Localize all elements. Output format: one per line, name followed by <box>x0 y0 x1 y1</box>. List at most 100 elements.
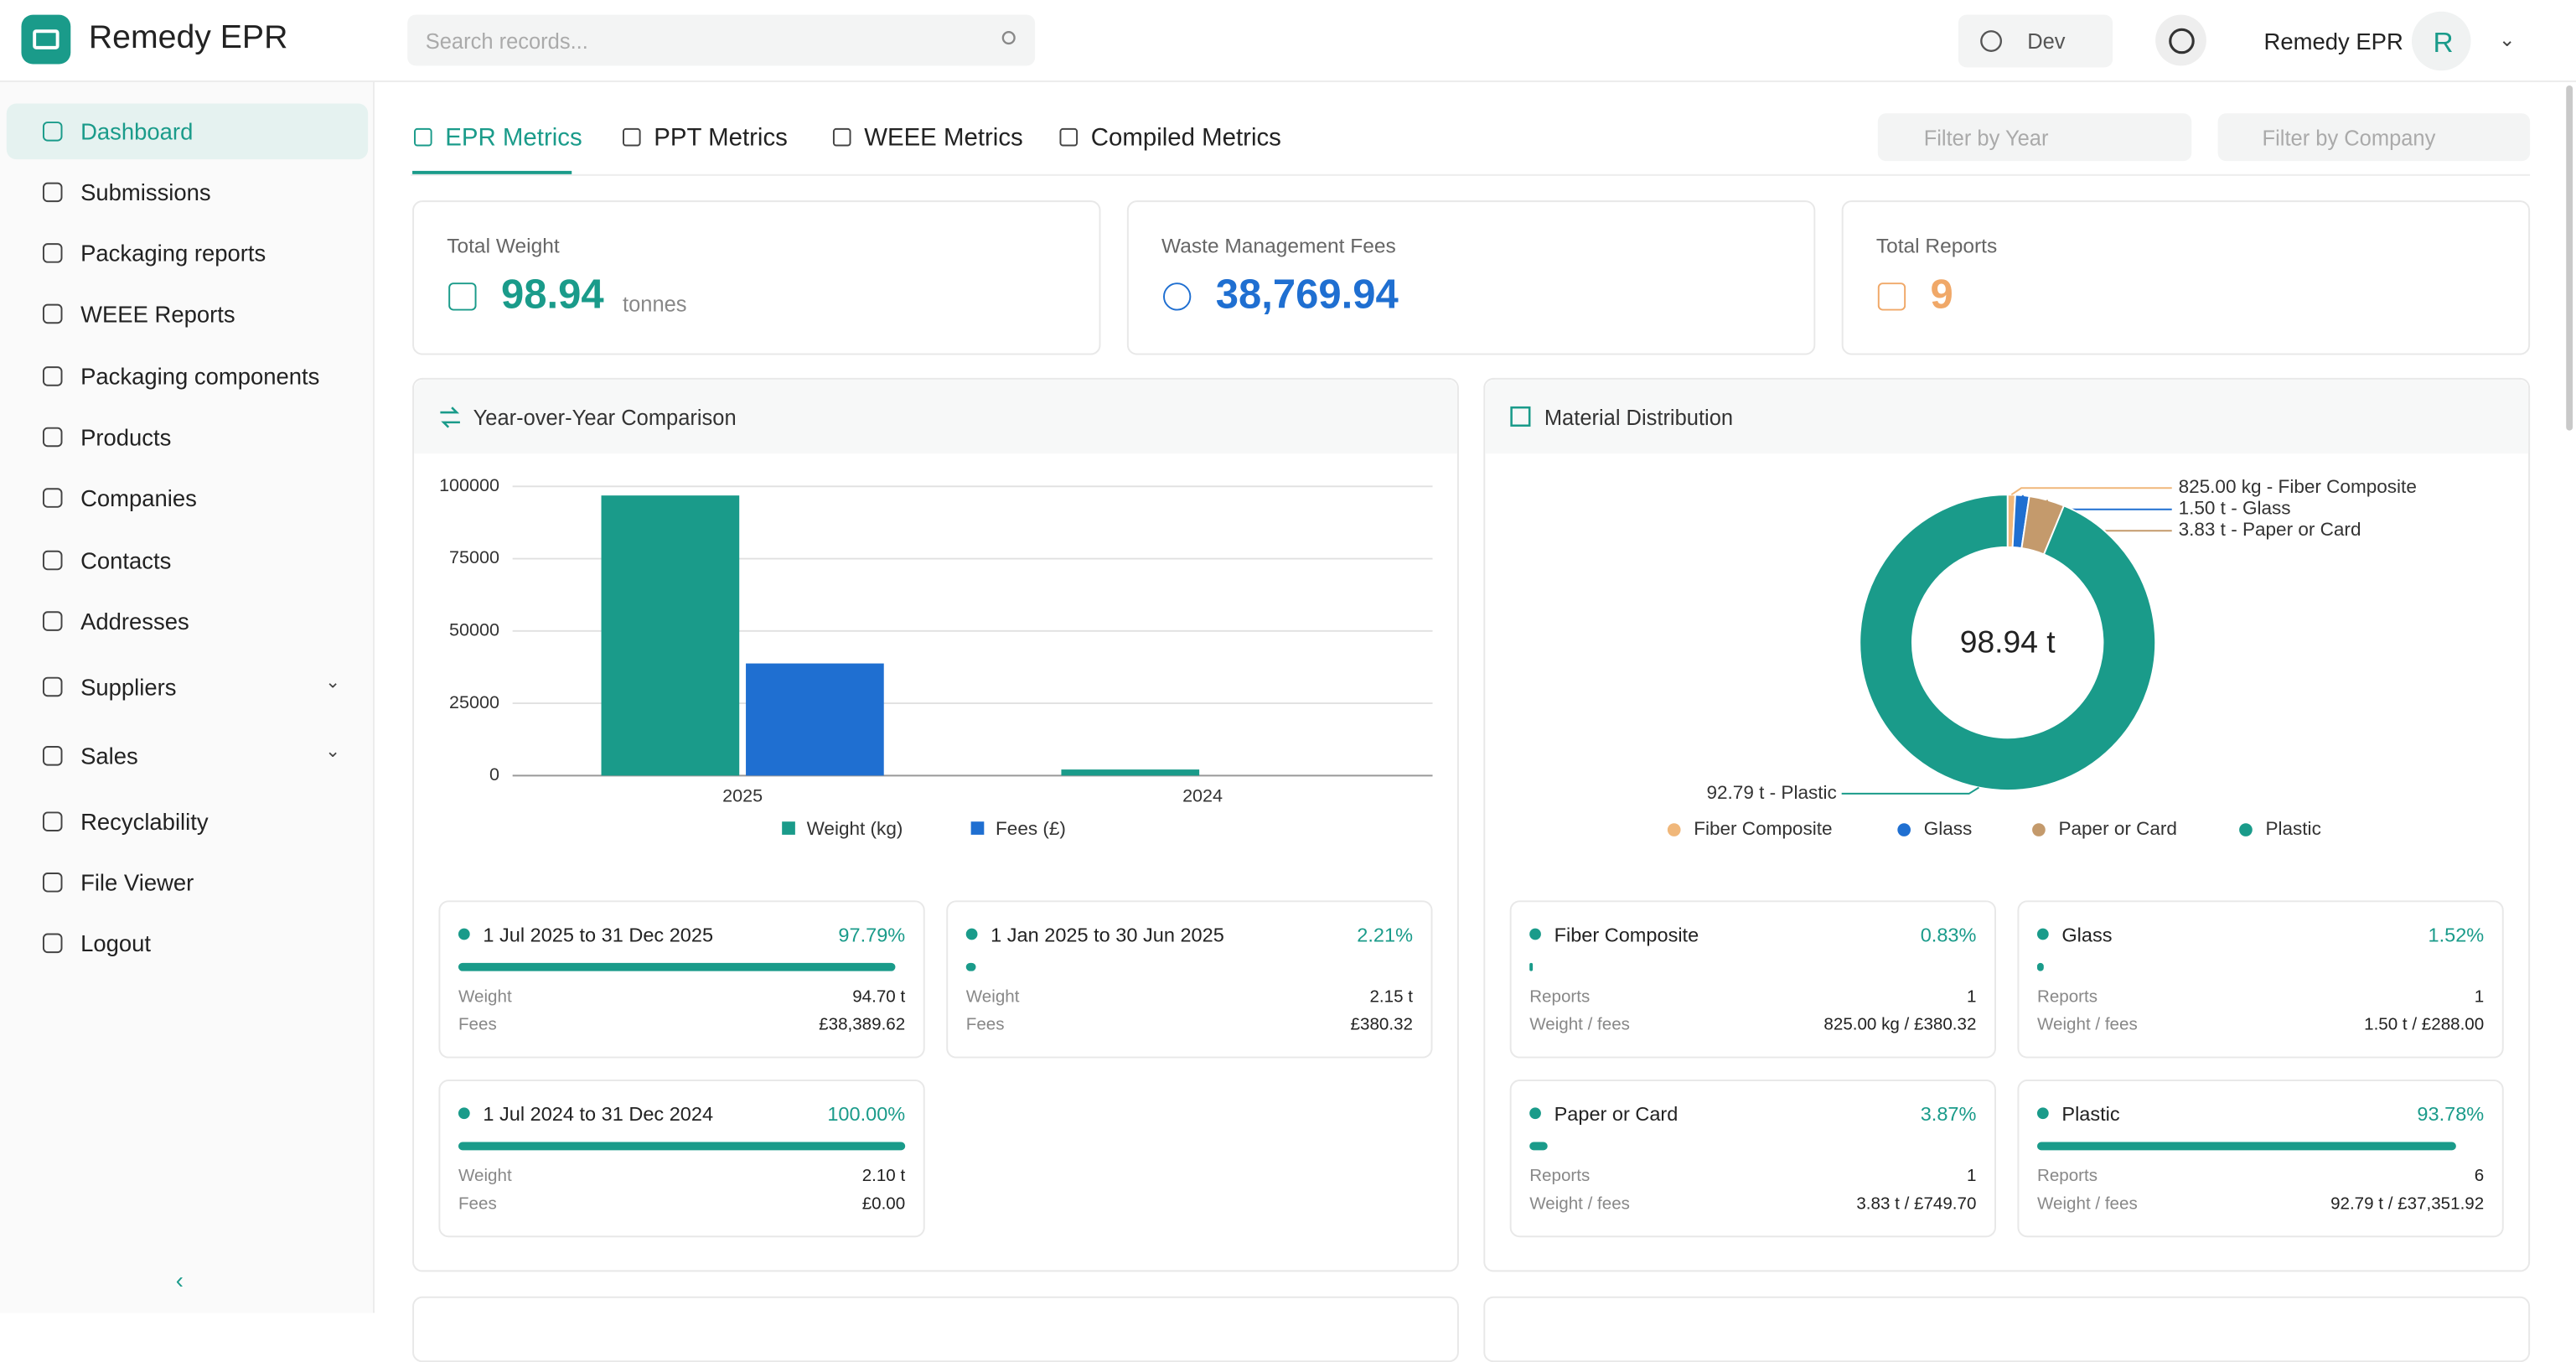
nav-item[interactable]: Packaging components <box>80 363 320 390</box>
tab[interactable]: EPR Metrics <box>445 124 582 153</box>
card-title: Fiber Composite <box>1554 923 1699 947</box>
progress-fill <box>2036 1142 2457 1151</box>
nav-item[interactable]: Sales <box>80 743 138 769</box>
slice-label: 1.50 t - Glass <box>2179 498 2291 519</box>
y-tick-label: 75000 <box>449 546 499 567</box>
card-title: 1 Jul 2024 to 31 Dec 2024 <box>483 1102 714 1126</box>
nav-item[interactable]: Companies <box>80 484 197 511</box>
stat-value: 38,769.94 <box>1215 272 1399 318</box>
legend-label: Weight (kg) <box>807 818 903 839</box>
nav-icon <box>42 611 63 631</box>
nav-chevron: ⌄ <box>325 742 341 762</box>
nav-item[interactable]: WEEE Reports <box>80 300 235 328</box>
year-filter[interactable] <box>1877 113 2192 162</box>
chart-layer: 0 25000 50000 75000 100000 2025 2024 Weight (kg… <box>439 28 2417 839</box>
legend-dot <box>1667 823 1681 836</box>
bar <box>601 495 740 776</box>
tabs-divider <box>411 173 2531 176</box>
nav-item[interactable]: Submissions <box>80 179 211 206</box>
row-value: 1 <box>1966 987 1977 1007</box>
stat-label: Total Weight <box>447 234 560 258</box>
tab[interactable]: PPT Metrics <box>654 124 788 153</box>
nav-icon <box>42 873 63 893</box>
nav-icon <box>42 303 63 324</box>
filter[interactable]: Filter by Year <box>1923 125 2049 151</box>
stat-icon <box>1163 282 1192 311</box>
stat-unit: tonnes <box>623 291 687 317</box>
nav-icon <box>42 676 63 697</box>
nav-icon <box>42 550 63 571</box>
page: ‹ Remedy EPR Search records... Dev Remedy E… <box>0 11 2576 1362</box>
stat-value: 9 <box>1930 272 1953 318</box>
dot <box>2036 928 2049 940</box>
x-tick-label: 2024 <box>1182 785 1223 806</box>
card-percent: 93.78% <box>2417 1102 2485 1126</box>
row-label: Fees <box>458 1015 497 1035</box>
card-percent: 0.83% <box>1920 923 1977 947</box>
nav-item[interactable]: Addresses <box>80 608 189 634</box>
progress-fill <box>965 962 976 971</box>
card-percent: 97.79% <box>838 923 906 947</box>
stat-label: Waste Management Fees <box>1161 234 1396 258</box>
donut-slice <box>1859 494 2157 791</box>
avatar[interactable] <box>2411 11 2471 71</box>
stat-card <box>1126 200 1816 355</box>
tab-icon <box>623 127 641 147</box>
company-filter[interactable] <box>2217 113 2531 162</box>
nav-icon <box>42 182 63 203</box>
slice-label: 3.83 t - Paper or Card <box>2179 519 2361 540</box>
bar <box>746 663 884 776</box>
nav-item[interactable]: File Viewer <box>80 869 194 896</box>
detail-card <box>2017 900 2504 1059</box>
search-placeholder[interactable]: Search records... <box>425 28 588 54</box>
sidebar <box>0 82 375 1313</box>
y-tick-label: 50000 <box>449 619 499 640</box>
logo <box>21 14 71 65</box>
nav-item[interactable]: Packaging reports <box>80 240 266 267</box>
nav-item[interactable]: Recyclability <box>80 808 209 835</box>
row-label: Reports <box>1529 1166 1591 1186</box>
legend-label: Fees (£) <box>996 818 1066 839</box>
legend-dot <box>2032 823 2046 836</box>
nav-item[interactable]: Suppliers <box>80 673 177 701</box>
detail-card <box>2017 1080 2504 1238</box>
scrollbar[interactable] <box>2566 85 2573 431</box>
card-percent: 2.21% <box>1357 923 1413 947</box>
row-value: £38,389.62 <box>819 1015 906 1035</box>
search-box[interactable] <box>407 14 1036 66</box>
slice-label: 825.00 kg - Fiber Composite <box>2179 476 2417 497</box>
row-label: Weight <box>458 987 512 1007</box>
row-value: 1 <box>1966 1166 1977 1186</box>
nav-item[interactable]: Dashboard <box>80 118 194 145</box>
env-icon <box>1980 30 2003 52</box>
legend-label: Plastic <box>2265 818 2320 839</box>
stat-label: Total Reports <box>1875 234 1998 258</box>
avatar-initial[interactable]: R <box>2433 27 2454 59</box>
collapse-toggle[interactable]: ‹ <box>175 1266 184 1293</box>
stat-card <box>412 200 1101 355</box>
nav-item[interactable]: Logout <box>80 930 152 956</box>
yoy-panel-header <box>414 379 1457 454</box>
row-value: £0.00 <box>861 1194 906 1214</box>
environment[interactable]: Dev <box>2027 28 2066 54</box>
theme-toggle[interactable] <box>2155 14 2206 66</box>
detail-card <box>946 900 1433 1059</box>
row-label: Weight / fees <box>1529 1015 1630 1035</box>
donut-center: 98.94 t <box>1960 624 2056 659</box>
panel-title: Year-over-Year Comparison <box>473 405 737 430</box>
tab[interactable]: WEEE Metrics <box>864 124 1023 153</box>
tab[interactable]: Compiled Metrics <box>1090 124 1281 153</box>
legend-label: Fiber Composite <box>1694 818 1832 839</box>
row-value: 92.79 t / £37,351.92 <box>2330 1194 2485 1214</box>
row-value: 2.10 t <box>861 1166 906 1186</box>
user-menu[interactable]: ⌄ <box>2498 28 2516 51</box>
nav-item[interactable]: Contacts <box>80 546 172 574</box>
env-select[interactable] <box>1958 14 2113 68</box>
dot <box>1529 928 1541 940</box>
search-icon <box>1001 31 1016 45</box>
filter[interactable]: Filter by Company <box>2262 125 2436 151</box>
nav-item[interactable]: Products <box>80 423 172 451</box>
stat-icon <box>1877 282 1906 311</box>
detail-card <box>438 900 925 1059</box>
theme-icon <box>2169 28 2195 54</box>
